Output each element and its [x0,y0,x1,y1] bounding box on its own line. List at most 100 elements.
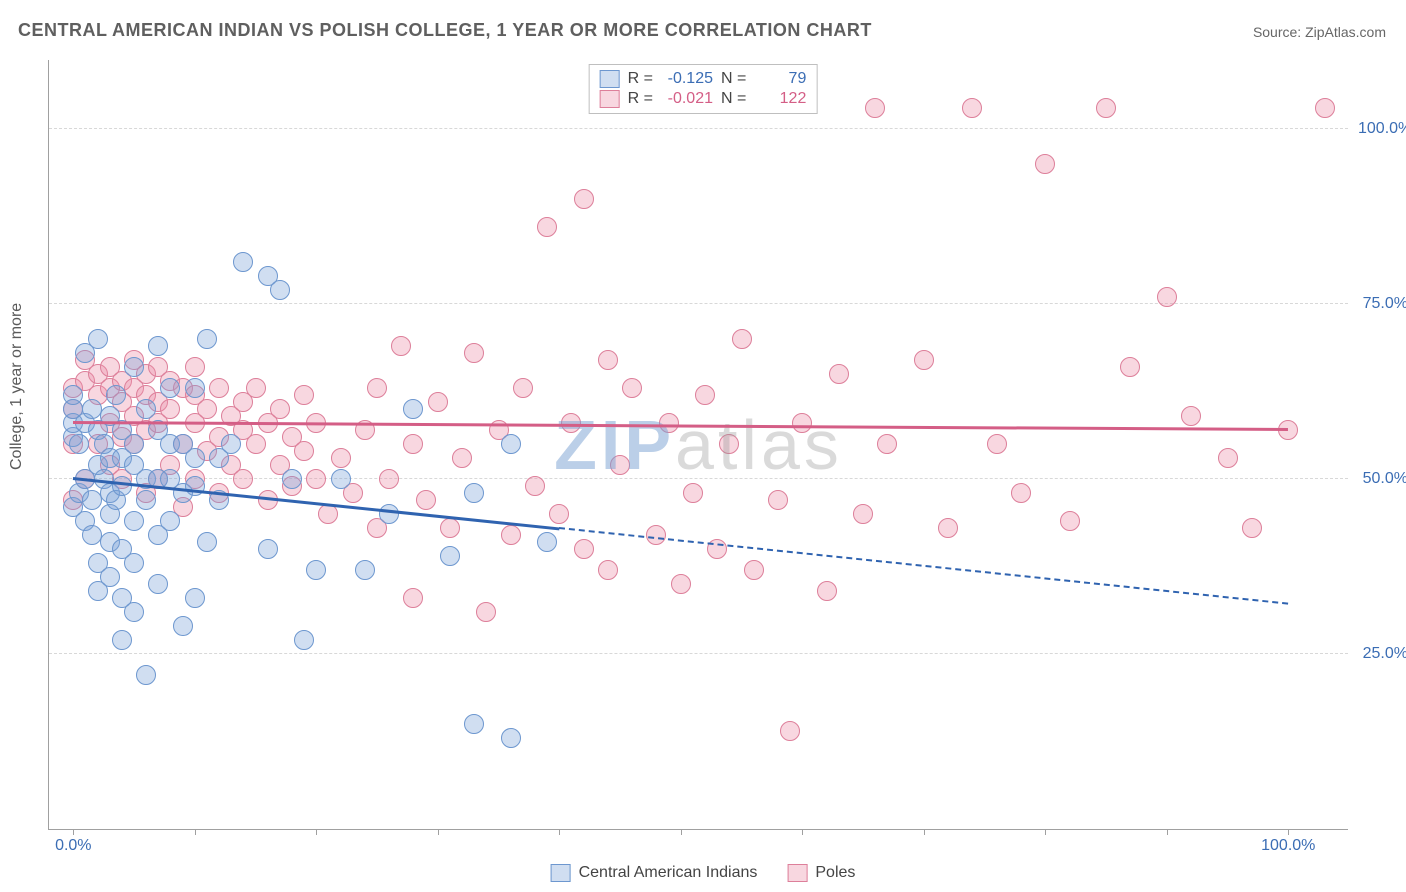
swatch-series-b [787,864,807,882]
source-attribution: Source: ZipAtlas.com [1253,24,1386,40]
data-point-a [136,665,156,685]
data-point-a [185,448,205,468]
x-tick [438,829,439,835]
source-prefix: Source: [1253,24,1305,40]
r-value-series-a: -0.125 [661,70,713,88]
n-value-series-a: 79 [754,70,806,88]
data-point-b [428,392,448,412]
data-point-b [671,574,691,594]
data-point-b [318,504,338,524]
data-point-a [69,434,89,454]
data-point-b [1096,98,1116,118]
data-point-b [914,350,934,370]
data-point-b [987,434,1007,454]
data-point-b [160,399,180,419]
data-point-b [1120,357,1140,377]
data-point-a [197,532,217,552]
data-point-b [1181,406,1201,426]
x-tick [195,829,196,835]
swatch-series-a [600,70,620,88]
data-point-a [112,630,132,650]
data-point-a [537,532,557,552]
data-point-a [124,434,144,454]
data-point-b [501,525,521,545]
data-point-a [63,385,83,405]
data-point-b [233,469,253,489]
data-point-b [817,581,837,601]
data-point-b [403,588,423,608]
data-point-b [1060,511,1080,531]
data-point-b [1035,154,1055,174]
data-point-b [646,525,666,545]
data-point-b [695,385,715,405]
data-point-a [148,574,168,594]
data-point-b [659,413,679,433]
data-point-b [294,385,314,405]
data-point-b [829,364,849,384]
legend-row-series-b: R = -0.021 N = 122 [600,89,807,109]
data-point-b [246,434,266,454]
gridline-h [49,128,1348,129]
data-point-b [877,434,897,454]
correlation-legend: R = -0.125 N = 79 R = -0.021 N = 122 [589,64,818,114]
y-tick-label: 25.0% [1358,645,1406,663]
gridline-h [49,303,1348,304]
data-point-b [270,399,290,419]
data-point-b [464,343,484,363]
data-point-a [160,511,180,531]
x-tick [802,829,803,835]
data-point-b [452,448,472,468]
data-point-a [270,280,290,300]
data-point-a [294,630,314,650]
x-tick [73,829,74,835]
data-point-a [306,560,326,580]
y-tick-label: 50.0% [1358,470,1406,488]
data-point-a [501,434,521,454]
data-point-b [416,490,436,510]
data-point-a [355,560,375,580]
n-label: N = [721,90,746,108]
data-point-a [440,546,460,566]
data-point-a [82,490,102,510]
x-tick-label: 0.0% [55,837,91,855]
data-point-b [719,434,739,454]
data-point-b [768,490,788,510]
data-point-b [403,434,423,454]
r-label: R = [628,70,653,88]
data-point-b [294,441,314,461]
data-point-b [574,189,594,209]
data-point-a [136,490,156,510]
chart-title: CENTRAL AMERICAN INDIAN VS POLISH COLLEG… [18,20,872,41]
data-point-a [501,728,521,748]
data-point-b [1011,483,1031,503]
data-point-a [464,483,484,503]
data-point-b [732,329,752,349]
data-point-b [391,336,411,356]
x-tick [924,829,925,835]
x-tick [316,829,317,835]
data-point-b [792,413,812,433]
data-point-b [1157,287,1177,307]
data-point-b [197,399,217,419]
data-point-a [124,602,144,622]
x-tick [1045,829,1046,835]
data-point-b [853,504,873,524]
data-point-b [440,518,460,538]
data-point-a [185,476,205,496]
data-point-a [88,329,108,349]
data-point-b [549,504,569,524]
legend-label-series-b: Poles [815,864,855,882]
data-point-a [136,399,156,419]
data-point-b [598,560,618,580]
data-point-a [331,469,351,489]
data-point-b [1315,98,1335,118]
data-point-a [173,616,193,636]
data-point-b [379,469,399,489]
scatter-plot-area: ZIPatlas 25.0%50.0%75.0%100.0%0.0%100.0% [48,60,1348,830]
x-tick [1167,829,1168,835]
data-point-b [209,378,229,398]
data-point-a [403,399,423,419]
x-tick [1288,829,1289,835]
swatch-series-b [600,90,620,108]
data-point-b [1242,518,1262,538]
